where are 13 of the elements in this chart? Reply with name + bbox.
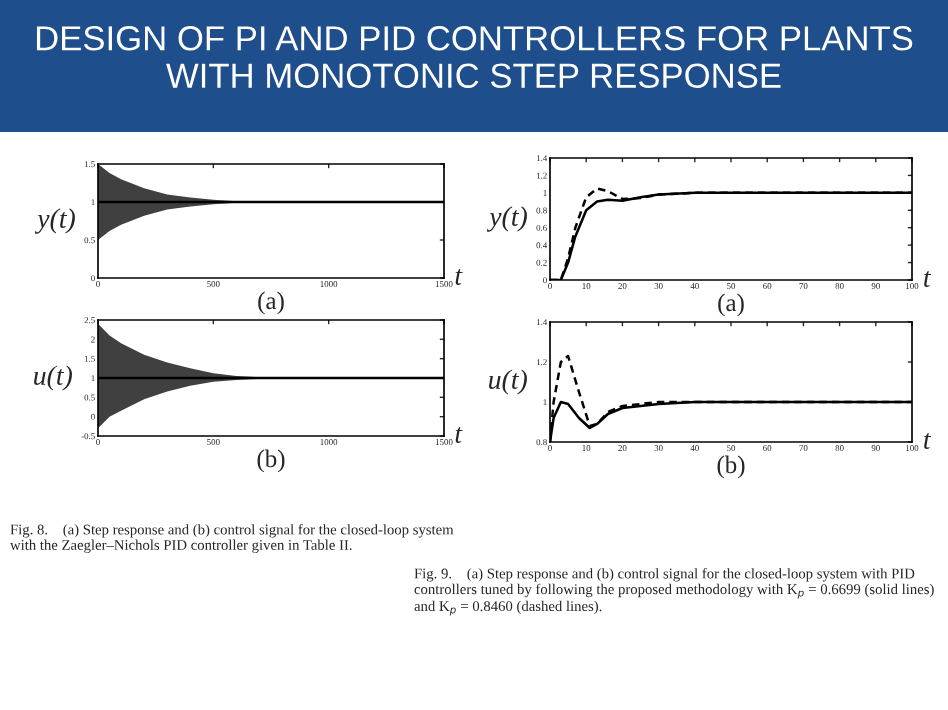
x-axis-title: (b) [257,449,285,473]
chart-title: DESIGN OF PI AND PID CONTROLLERS FOR PLANTS WITH MONOTONIC STEP RESPONSE [36,26,913,89]
y-axis-title: u(t) [34,365,72,391]
text: t [455,427,463,443]
x-axis-title: (a) [258,291,284,315]
x-axis-title: (b) [717,455,745,479]
x-axis-title: (a) [718,293,744,317]
text: t [924,433,932,449]
y-axis-title: u(t) [489,369,527,395]
y-axis-title: y(t) [34,208,75,234]
text: t [455,269,463,285]
y-axis-title: y(t) [486,206,527,232]
text: t [924,271,932,287]
